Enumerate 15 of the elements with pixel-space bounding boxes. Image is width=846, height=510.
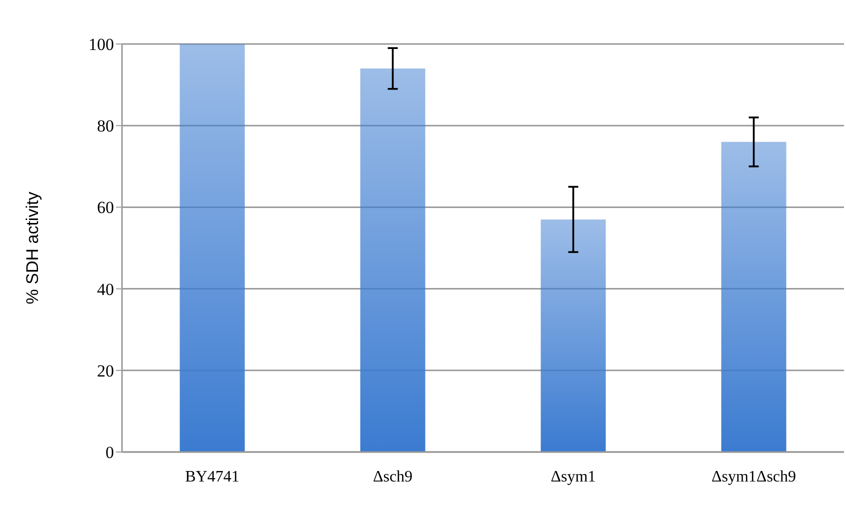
y-tick-label: 20 [97,361,114,380]
y-tick-label: 100 [88,35,114,54]
bar [360,68,426,452]
x-tick-label: Δsym1 [550,468,596,486]
x-tick-label: BY4741 [185,468,240,486]
y-tick-label: 40 [97,280,114,299]
bar [540,219,606,452]
bar [180,44,245,452]
y-tick-label: 80 [97,116,114,136]
y-tick-label: 0 [106,443,114,462]
bar [721,142,786,452]
y-tick-label: 60 [97,198,114,218]
x-tick-label: Δsch9 [372,468,413,486]
y-axis-title: % SDH activity [23,191,42,304]
x-tick-label: Δsym1Δsch9 [711,468,796,486]
